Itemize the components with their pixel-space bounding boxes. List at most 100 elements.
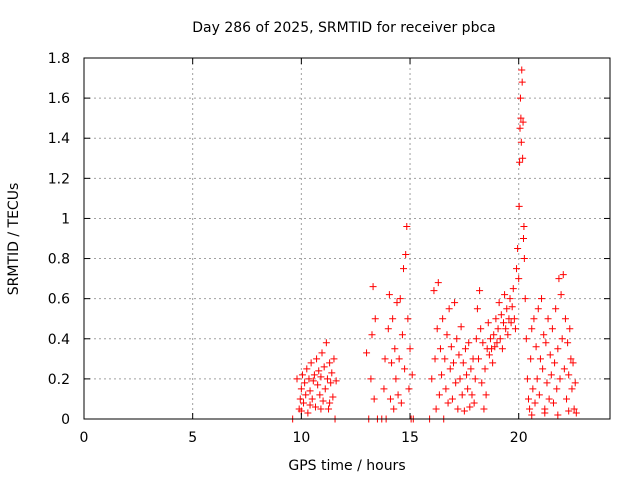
data-point [532, 343, 540, 351]
data-point [528, 325, 536, 333]
data-point [511, 325, 519, 333]
x-tick-label: 0 [80, 430, 89, 446]
data-point [332, 377, 340, 385]
data-point [388, 359, 396, 367]
data-point [489, 359, 497, 367]
data-point [459, 359, 467, 367]
data-point [528, 411, 536, 419]
data-point [433, 325, 441, 333]
data-point [547, 371, 555, 379]
data-point [304, 409, 312, 417]
data-point [496, 335, 504, 343]
data-point [306, 401, 314, 409]
data-point [436, 345, 444, 353]
data-point [384, 325, 392, 333]
y-tick-label: 1 [61, 211, 70, 227]
data-point [565, 407, 573, 415]
data-point [457, 323, 465, 331]
data-point [526, 405, 534, 413]
data-point [327, 379, 335, 387]
data-point [446, 365, 454, 373]
data-point [495, 299, 503, 307]
data-point [570, 405, 578, 413]
data-point [560, 365, 568, 373]
data-point [536, 355, 544, 363]
data-point [551, 359, 559, 367]
data-point [534, 305, 542, 313]
y-tick-label: 1.2 [48, 171, 70, 187]
x-axis-title: GPS time / hours [288, 458, 405, 474]
data-point [467, 365, 475, 373]
data-point [435, 391, 443, 399]
data-point [443, 331, 451, 339]
data-point [476, 287, 484, 295]
data-point [485, 351, 493, 359]
data-point [470, 399, 478, 407]
data-point [494, 325, 502, 333]
data-point [506, 295, 514, 303]
data-point [565, 371, 573, 379]
data-point [518, 78, 526, 86]
data-point [400, 265, 408, 273]
data-point [405, 385, 413, 393]
data-point [402, 251, 410, 259]
data-point [555, 275, 563, 283]
y-tick-label: 1.4 [48, 131, 70, 147]
data-point [306, 387, 314, 395]
data-point [540, 331, 548, 339]
data-point [546, 351, 554, 359]
data-point [503, 305, 511, 313]
data-point [471, 375, 479, 383]
data-point [524, 395, 532, 403]
data-point [444, 399, 452, 407]
data-point [323, 375, 331, 383]
data-point [370, 395, 378, 403]
data-point [390, 405, 398, 413]
data-point [454, 405, 462, 413]
data-point [507, 319, 515, 327]
data-point [561, 315, 569, 323]
data-point [522, 335, 530, 343]
data-point [554, 411, 562, 419]
data-point [302, 391, 310, 399]
data-point [322, 339, 330, 347]
data-point [567, 355, 575, 363]
data-points [289, 66, 580, 423]
data-point [298, 371, 306, 379]
data-point [517, 138, 525, 146]
data-point [504, 331, 512, 339]
data-point [297, 385, 305, 393]
data-point [519, 154, 527, 162]
data-point [554, 345, 562, 353]
data-point [517, 114, 525, 122]
data-point [530, 315, 538, 323]
data-point [326, 399, 334, 407]
data-point [493, 339, 501, 347]
data-point [559, 271, 567, 279]
data-point [515, 275, 523, 283]
data-point [514, 245, 522, 253]
data-point [566, 325, 574, 333]
data-point [307, 359, 315, 367]
data-point [465, 339, 473, 347]
data-point [394, 391, 402, 399]
data-point [308, 395, 316, 403]
data-point [466, 403, 474, 411]
data-point [542, 339, 550, 347]
data-point [396, 295, 404, 303]
data-point [463, 371, 471, 379]
data-point [479, 339, 487, 347]
data-point [491, 343, 499, 351]
y-tick-label: 0 [61, 412, 70, 428]
data-point [571, 379, 579, 387]
data-point [508, 303, 516, 311]
data-point [502, 325, 510, 333]
x-tick-label: 5 [188, 430, 197, 446]
data-point [520, 222, 528, 230]
data-point [569, 359, 577, 367]
data-point [320, 363, 328, 371]
y-tick-label: 0.4 [48, 332, 70, 348]
data-point [480, 405, 488, 413]
data-point [509, 285, 517, 293]
